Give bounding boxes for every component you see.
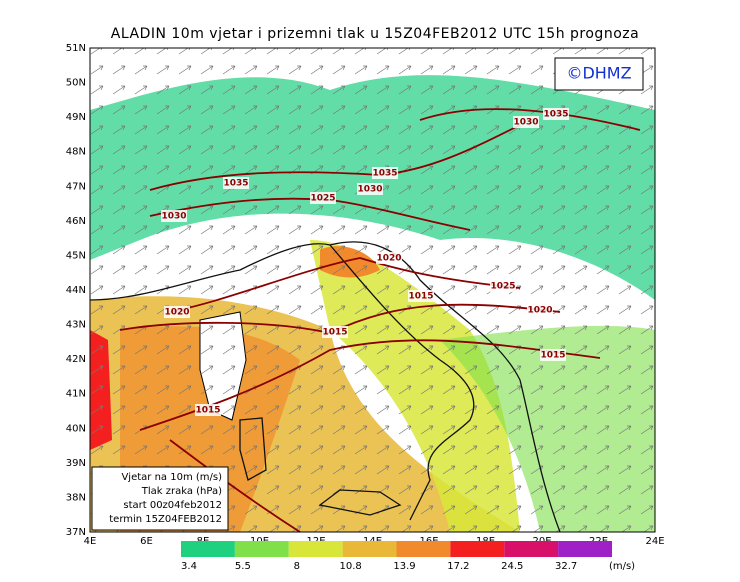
isobar-label: 1035	[543, 110, 568, 120]
lat-label: 39N	[66, 458, 86, 469]
colorbar-label: 17.2	[447, 561, 469, 572]
colorbar-label: 5.5	[235, 561, 251, 572]
isobar-label-bg	[540, 349, 566, 361]
isobar-label-bg	[164, 306, 190, 318]
colorbar-swatch	[181, 541, 235, 557]
isobar-label-bg	[223, 177, 249, 189]
lat-label: 48N	[66, 147, 86, 158]
colorbar-label: 8	[294, 561, 300, 572]
lat-label: 43N	[66, 320, 86, 331]
colorbar-swatch	[342, 541, 397, 557]
isobar-label: 1035	[223, 179, 248, 189]
lat-label: 50N	[66, 78, 86, 89]
lat-label: 51N	[66, 43, 86, 54]
lat-label: 49N	[66, 112, 86, 123]
isobar-label-bg	[376, 252, 402, 264]
lon-label: 24E	[645, 536, 664, 547]
isobar-label-bg	[195, 404, 221, 416]
colorbar-swatch	[288, 541, 343, 557]
isobar-label-bg	[372, 167, 398, 179]
lat-label: 42N	[66, 354, 86, 365]
isobar-label-bg	[490, 280, 516, 292]
isobar-label-bg	[322, 326, 348, 338]
lat-label: 38N	[66, 492, 86, 503]
lon-label: 4E	[84, 536, 97, 547]
colorbar-label: 13.9	[393, 561, 415, 572]
logo-box	[554, 57, 644, 91]
isobar-label: 1025	[490, 282, 515, 292]
isobar-label-bg	[161, 210, 187, 222]
logo: ©DHMZ	[566, 64, 631, 83]
legend-line: Tlak zraka (hPa)	[141, 486, 222, 497]
isobar-label-bg	[357, 183, 383, 195]
colorbar-swatch	[450, 541, 505, 557]
isobar-label: 1020	[376, 254, 401, 264]
map-title: ALADIN 10m vjetar i prizemni tlak u 15Z0…	[111, 26, 639, 42]
colorbar-unit: (m/s)	[609, 561, 635, 572]
colorbar-swatch	[504, 541, 559, 557]
colorbar-swatch	[396, 541, 451, 557]
lat-label: 47N	[66, 181, 86, 192]
lat-label: 40N	[66, 423, 86, 434]
colorbar-label: 32.7	[555, 561, 577, 572]
isobar-label: 1015	[540, 351, 565, 361]
isobar-label: 1035	[372, 169, 397, 179]
isobar-label: 1030	[161, 212, 186, 222]
isobar-label: 1015	[408, 292, 433, 302]
legend-line: Vjetar na 10m (m/s)	[121, 472, 222, 483]
colorbar-swatch	[234, 541, 289, 557]
isobar-label-bg	[513, 116, 539, 128]
legend-line: start 00z04feb2012	[123, 500, 222, 511]
isobar-label: 1030	[357, 185, 382, 195]
isobar-label-bg	[527, 304, 553, 316]
lat-label: 45N	[66, 250, 86, 261]
plot-frame	[89, 47, 656, 533]
coastlines	[89, 241, 561, 533]
isobar-label: 1020	[527, 306, 552, 316]
isobar-label-bg	[408, 290, 434, 302]
lon-label: 6E	[140, 536, 153, 547]
colorbar-label: 10.8	[339, 561, 361, 572]
isobar-label: 1020	[164, 308, 189, 318]
isobar-label: 1025	[310, 194, 335, 204]
lat-label: 44N	[66, 285, 86, 296]
isobar-label: 1015	[322, 328, 347, 338]
isobar-label: 1015	[195, 406, 220, 416]
wind-field	[90, 48, 655, 532]
colorbar-label: 3.4	[181, 561, 197, 572]
legend-box	[91, 466, 229, 531]
isobar-label-bg	[310, 192, 336, 204]
colorbar-swatch	[558, 541, 612, 557]
isobar-label: 1030	[513, 118, 538, 128]
lat-label: 37N	[66, 527, 86, 538]
isobar-label-bg	[543, 108, 569, 120]
lat-label: 46N	[66, 216, 86, 227]
colorbar-label: 24.5	[501, 561, 523, 572]
lat-label: 41N	[66, 389, 86, 400]
legend-line: termin 15Z04FEB2012	[109, 514, 222, 525]
